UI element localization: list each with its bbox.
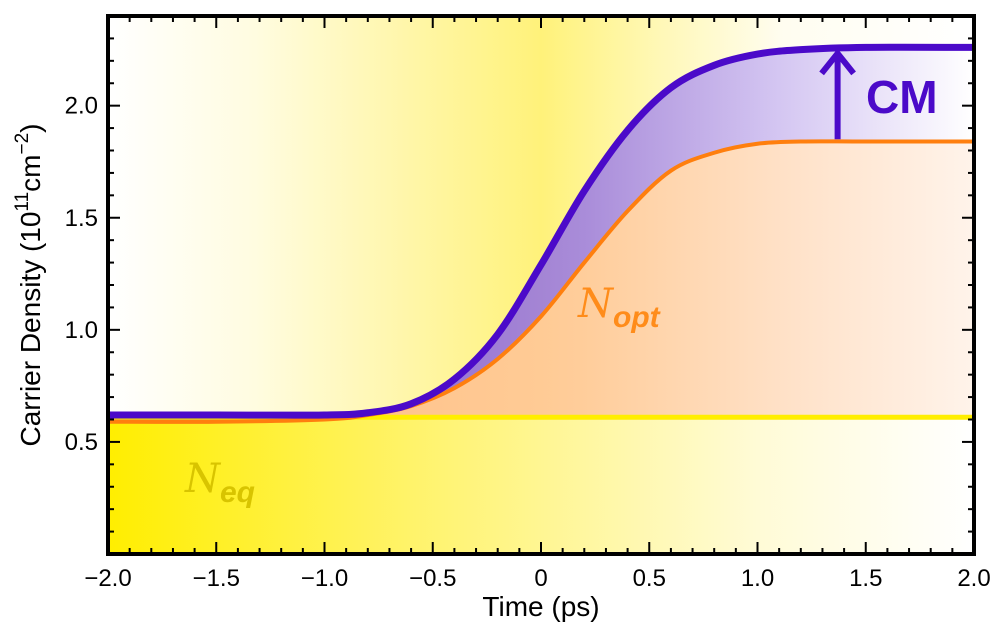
axis-ticks (107, 16, 975, 554)
neq-label-sub: eq (220, 476, 255, 509)
x-tick-label: −2.0 (84, 565, 131, 592)
x-tick-label: 0 (534, 565, 547, 592)
x-tick-label: −1.0 (301, 565, 348, 592)
neq-label: Neq (184, 456, 255, 509)
cm-label: CM (866, 71, 938, 123)
y-axis-title-mid: cm (15, 154, 46, 191)
y-tick-label: 0.5 (65, 429, 98, 456)
nopt-area (108, 141, 974, 422)
x-tick-label: −0.5 (409, 565, 456, 592)
total-line (108, 43, 974, 419)
neq-area (108, 417, 974, 554)
x-tick-label: 2.0 (957, 565, 990, 592)
x-tick-labels: −2.0 −1.5 −1.0 −0.5 0 0.5 1.0 1.5 2.0 (84, 565, 990, 592)
y-tick-label: 1.0 (65, 317, 98, 344)
y-axis-title: Carrier Density (1011cm−2) (12, 123, 46, 446)
neq-label-main: N (184, 456, 222, 502)
y-tick-label: 1.5 (65, 205, 98, 232)
y-axis-title-exp2: −2 (12, 133, 33, 155)
y-tick-label: 2.0 (65, 93, 98, 120)
x-tick-label: −1.5 (193, 565, 240, 592)
cm-arrow-head (819, 48, 856, 76)
nopt-line (108, 139, 974, 424)
nopt-label: Nopt (577, 281, 662, 334)
nopt-label-sub: opt (613, 301, 662, 334)
y-axis-title-prefix: Carrier Density (10 (15, 212, 46, 447)
cm-arrow (819, 48, 856, 140)
y-axis-title-suffix: ) (15, 123, 46, 132)
y-axis-title-exp1: 11 (12, 192, 33, 212)
x-tick-label: 1.5 (849, 565, 882, 592)
nopt-label-main: N (577, 281, 615, 327)
x-axis-title: Time (ps) (482, 591, 599, 622)
x-tick-label: 0.5 (633, 565, 666, 592)
y-tick-labels: 0.5 1.0 1.5 2.0 (65, 93, 98, 456)
x-tick-label: 1.0 (741, 565, 774, 592)
cm-area (108, 47, 974, 422)
